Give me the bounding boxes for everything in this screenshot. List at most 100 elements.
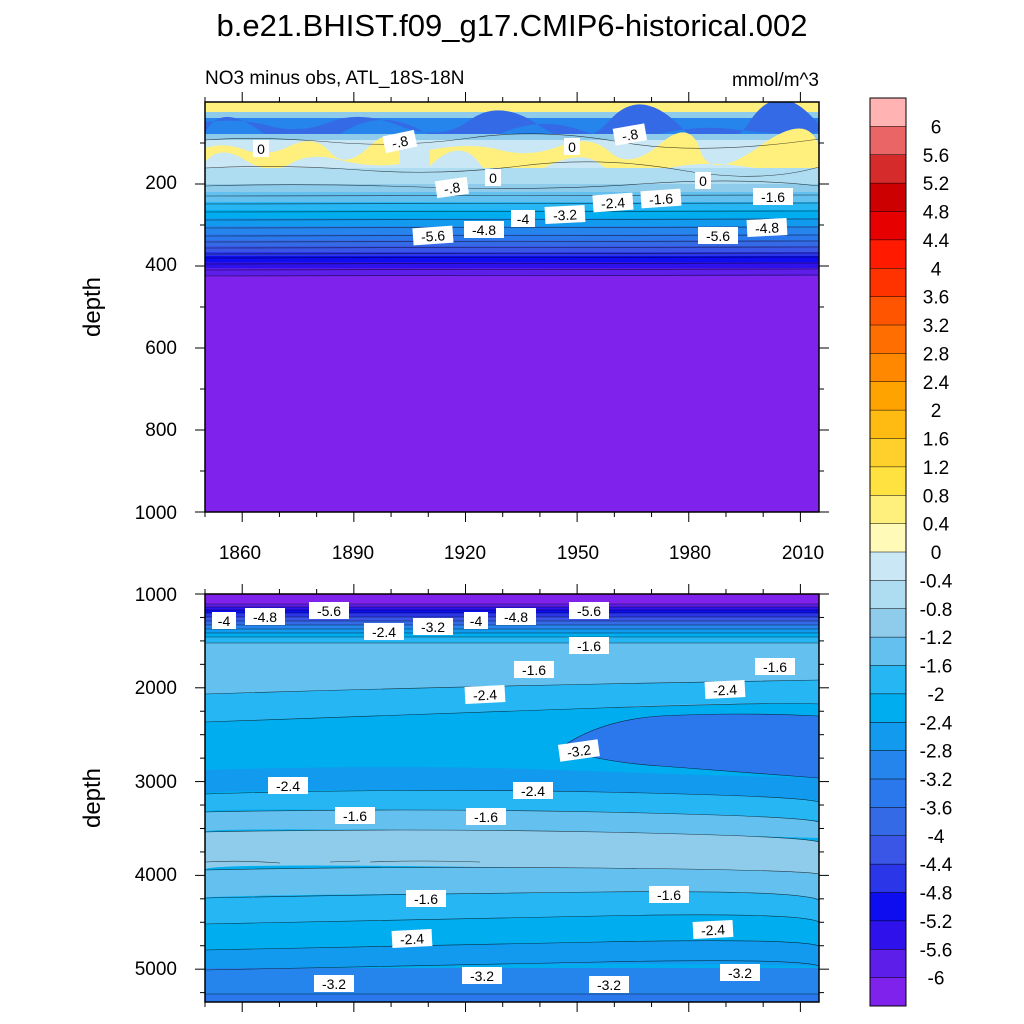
colorbar-label: 0 xyxy=(931,543,942,564)
colorbar-swatch xyxy=(870,410,906,439)
contour-label-text: -5.6 xyxy=(420,227,445,245)
top-ytick: 800 xyxy=(145,420,177,441)
colorbar-label: -0.8 xyxy=(920,600,953,621)
contour-label: -3.2 xyxy=(314,975,354,992)
bband-20-mid xyxy=(205,680,819,722)
contour-label-text: -1.6 xyxy=(414,891,438,907)
contour-label-bg xyxy=(514,661,554,678)
xtick: 1920 xyxy=(444,543,486,564)
contour-label-text: -3.2 xyxy=(728,965,752,981)
colorbar-swatch xyxy=(870,183,906,212)
bband-32-lobe xyxy=(560,714,819,778)
bband-28-deep xyxy=(205,940,819,970)
contour-label-bg xyxy=(564,138,580,155)
bottom-ytick: 4000 xyxy=(135,865,177,886)
bottom-axis-ticks xyxy=(195,584,829,1012)
colorbar-label: 4 xyxy=(931,259,942,280)
contour-label-bg xyxy=(511,210,535,227)
colorbar-swatch xyxy=(870,807,906,837)
colorbar-swatch xyxy=(870,239,906,269)
contour-label: -1.6 xyxy=(640,188,682,209)
contour-label-text: -2.4 xyxy=(473,686,498,703)
contour-label-bg xyxy=(464,684,506,705)
colorbar-swatch xyxy=(870,920,906,950)
contour-label: -4 xyxy=(464,612,488,629)
contour-label-text: -2.4 xyxy=(600,194,625,212)
contour-label-bg xyxy=(720,964,760,981)
colorbar-label: 0.4 xyxy=(923,515,950,536)
contour-label: -3.2 xyxy=(544,204,586,225)
contour-label-bg xyxy=(753,188,793,205)
contour-label-bg xyxy=(335,807,375,824)
contour-label-bg xyxy=(382,129,418,154)
contour-label: -3.2 xyxy=(413,618,453,635)
bottom-panel: 1000 2000 3000 4000 5000 depth -4 -4.8 -5.… xyxy=(79,584,829,1012)
contour-label-bg xyxy=(412,225,454,246)
bband-20 xyxy=(205,637,819,643)
band-52 xyxy=(205,256,819,264)
contour-label-text: -5.6 xyxy=(577,603,601,619)
contour-label: -3.2 xyxy=(462,967,502,984)
band-36 xyxy=(205,234,819,242)
colorbar-label: -3.2 xyxy=(920,770,953,791)
xtick: 1860 xyxy=(219,543,261,564)
contour-label-text: -2.4 xyxy=(400,930,425,947)
colorbar-swatch xyxy=(870,466,906,496)
contour-label-bg xyxy=(569,602,609,619)
colorbar-swatch xyxy=(870,835,906,865)
colorbar-swatch xyxy=(870,665,906,695)
top-ytick: 200 xyxy=(145,173,177,194)
colorbar-swatch xyxy=(870,98,906,127)
contour-label-text: -.8 xyxy=(390,132,410,151)
colorbar-label: -0.4 xyxy=(920,571,953,592)
contour-label-text: -3.2 xyxy=(553,206,578,223)
colorbar-label: 6 xyxy=(931,117,942,138)
colorbar-swatch xyxy=(870,325,906,354)
colorbar-swatch xyxy=(870,126,906,156)
contour-label: 0 xyxy=(253,140,269,157)
bottom-ytick: 1000 xyxy=(135,585,177,606)
band-56 xyxy=(205,262,819,270)
colorbar-swatch xyxy=(870,693,906,723)
contour-label-bg xyxy=(592,192,634,213)
contour-label: -1.6 xyxy=(514,661,554,678)
colorbar-swatch xyxy=(870,892,906,922)
colorbar-swatch xyxy=(870,864,906,893)
xtick: 1980 xyxy=(669,543,711,564)
colorbar-swatch xyxy=(870,523,906,553)
colorbar-swatch xyxy=(870,949,906,979)
contour-label-text: 0 xyxy=(699,173,707,189)
contour-label-text: -5.6 xyxy=(706,228,730,244)
contour-label: -5.6 xyxy=(569,602,609,619)
contour-label: -5.6 xyxy=(412,225,454,246)
contour-label-text: -4.8 xyxy=(755,219,780,236)
colorbar-label: -3.6 xyxy=(920,798,953,819)
contour-label: -4 xyxy=(511,210,535,227)
colorbar-label: 0.8 xyxy=(923,486,949,507)
contour-label-text: -1.6 xyxy=(761,189,785,205)
contour-label-bg xyxy=(557,739,600,762)
contour-label: -2.4 xyxy=(391,928,433,949)
contour-label-bg xyxy=(314,975,354,992)
contour-label-text: -2.4 xyxy=(276,778,300,794)
colorbar-label: -2 xyxy=(928,685,945,706)
bottom-ytick: 3000 xyxy=(135,772,177,793)
bband-28-mid xyxy=(205,767,819,800)
colorbar-swatch xyxy=(870,580,906,610)
colorbar-swatch xyxy=(870,779,906,808)
colorbar-frame xyxy=(869,97,907,1007)
contour-label-text: -3.2 xyxy=(470,968,494,984)
colorbar-label: -5.2 xyxy=(920,912,953,933)
contour-label-bg xyxy=(434,176,469,199)
band-32 xyxy=(205,226,819,236)
band-08 xyxy=(205,168,819,186)
colorbar-swatch xyxy=(870,296,906,326)
top-axis-ticks xyxy=(195,92,829,522)
contour-label-bg xyxy=(496,608,536,625)
colorbar-swatch xyxy=(870,438,906,468)
contour-label-text: -3.2 xyxy=(421,619,445,635)
contour-label: -5.6 xyxy=(698,227,738,244)
bottom-contour-labels: -4 -4.8 -5.6 -2.4 -3.2 -4 -4.8 -5.6 -1.6 -1.6 -1.6… xyxy=(212,602,795,993)
contour-label: -4.8 xyxy=(496,608,536,625)
contour-label-text: -1.6 xyxy=(577,638,601,654)
